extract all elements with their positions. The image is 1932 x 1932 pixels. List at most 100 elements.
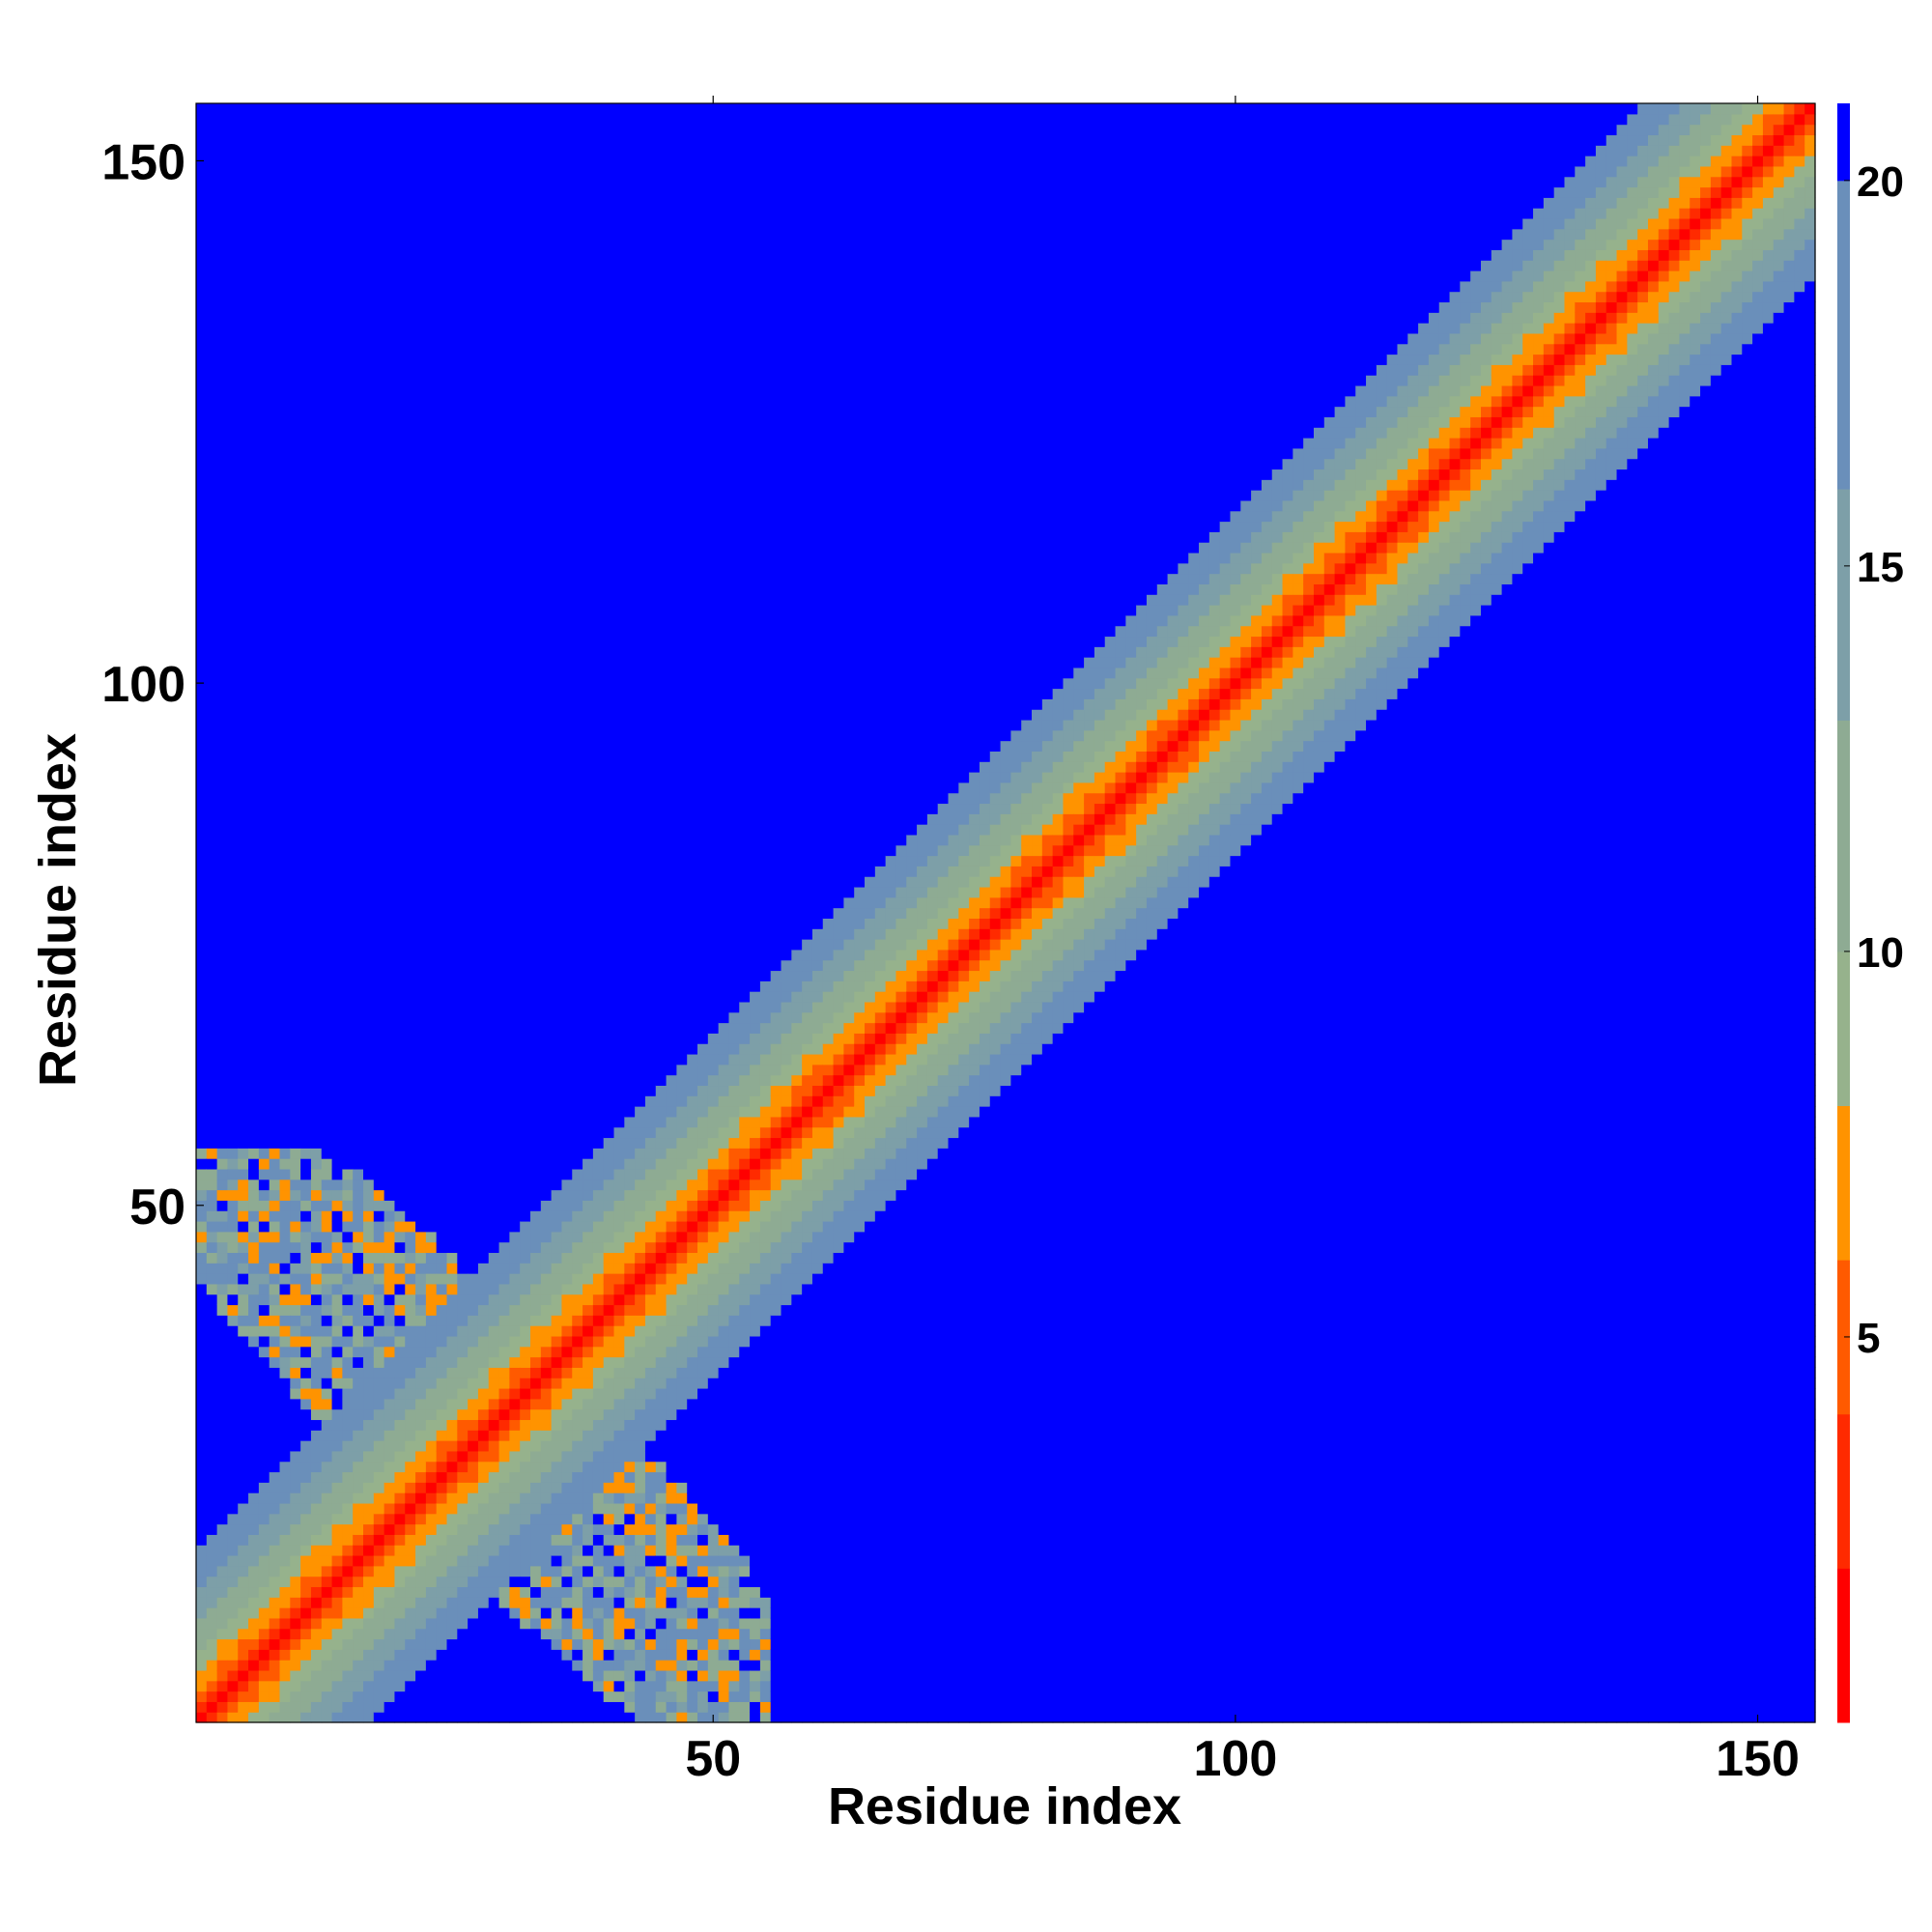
heatmap-cell: [227, 1399, 238, 1409]
heatmap-cell: [374, 1649, 384, 1660]
heatmap-cell: [394, 1618, 405, 1629]
heatmap-cell: [238, 270, 248, 281]
heatmap-cell: [300, 1347, 311, 1357]
heatmap-cell: [280, 1252, 291, 1263]
heatmap-cell: [478, 103, 489, 114]
heatmap-cell: [363, 1367, 374, 1378]
heatmap-cell: [259, 1221, 270, 1232]
heatmap-cell: [509, 824, 520, 835]
heatmap-cell: [300, 1681, 311, 1691]
heatmap-cell: [238, 500, 248, 511]
heatmap-cell: [363, 1670, 374, 1681]
heatmap-cell: [363, 281, 374, 292]
heatmap-cell: [468, 375, 478, 385]
heatmap-cell: [207, 960, 217, 971]
heatmap-cell: [353, 125, 363, 135]
heatmap-cell: [227, 1597, 238, 1607]
heatmap-cell: [384, 553, 395, 563]
heatmap-cell: [207, 1577, 217, 1587]
heatmap-cell: [270, 1106, 280, 1117]
heatmap-cell: [207, 333, 217, 344]
heatmap-cell: [300, 678, 311, 689]
heatmap-cell: [457, 605, 468, 615]
heatmap-cell: [384, 1482, 395, 1492]
heatmap-cell: [394, 1232, 405, 1242]
heatmap-cell: [238, 1075, 248, 1086]
heatmap-cell: [426, 1670, 437, 1681]
heatmap-cell: [426, 563, 437, 574]
heatmap-cell: [384, 1304, 395, 1315]
heatmap-cell: [499, 1252, 510, 1263]
heatmap-cell: [405, 813, 415, 824]
heatmap-cell: [374, 1263, 384, 1273]
heatmap-cell: [280, 1357, 291, 1368]
heatmap-cell: [509, 1336, 520, 1347]
heatmap-cell: [353, 1347, 363, 1357]
heatmap-cell: [207, 646, 217, 657]
heatmap-cell: [437, 1409, 447, 1420]
heatmap-cell: [447, 156, 458, 166]
heatmap-cell: [520, 605, 530, 615]
heatmap-cell: [468, 1169, 478, 1179]
heatmap-cell: [405, 1252, 415, 1263]
heatmap-cell: [447, 1085, 458, 1095]
heatmap-cell: [394, 1629, 405, 1639]
heatmap-cell: [447, 1639, 458, 1650]
heatmap-cell: [384, 177, 395, 187]
heatmap-cell: [447, 1701, 458, 1712]
heatmap-cell: [238, 1148, 248, 1158]
heatmap-cell: [520, 177, 530, 187]
heatmap-cell: [207, 438, 217, 448]
heatmap-cell: [363, 438, 374, 448]
heatmap-cell: [227, 908, 238, 919]
heatmap-cell: [322, 323, 332, 333]
heatmap-cell: [353, 908, 363, 919]
heatmap-cell: [415, 887, 426, 897]
heatmap-cell: [217, 908, 228, 919]
heatmap-cell: [415, 741, 426, 752]
heatmap-cell: [489, 813, 499, 824]
heatmap-cell: [248, 1357, 259, 1368]
heatmap-cell: [238, 490, 248, 500]
heatmap-cell: [405, 845, 415, 856]
heatmap-cell: [353, 1555, 363, 1566]
heatmap-cell: [478, 1347, 489, 1357]
heatmap-cell: [311, 364, 322, 375]
heatmap-cell: [290, 1127, 300, 1138]
heatmap-cell: [530, 1607, 541, 1618]
heatmap-cell: [300, 1095, 311, 1106]
heatmap-cell: [280, 1388, 291, 1399]
heatmap-cell: [217, 1534, 228, 1545]
heatmap-cell: [270, 1252, 280, 1263]
heatmap-cell: [499, 1503, 510, 1514]
heatmap-cell: [227, 1440, 238, 1451]
heatmap-cell: [207, 1409, 217, 1420]
heatmap-cell: [238, 511, 248, 522]
heatmap-cell: [478, 1075, 489, 1086]
heatmap-cell: [322, 1325, 332, 1336]
heatmap-cell: [374, 928, 384, 939]
heatmap-cell: [415, 605, 426, 615]
heatmap-cell: [270, 730, 280, 741]
heatmap-cell: [478, 1503, 489, 1514]
heatmap-cell: [227, 145, 238, 156]
heatmap-cell: [447, 1012, 458, 1023]
heatmap-cell: [332, 500, 343, 511]
heatmap-cell: [489, 114, 499, 125]
heatmap-cell: [353, 1336, 363, 1347]
heatmap-cell: [437, 240, 447, 250]
heatmap-cell: [489, 782, 499, 793]
heatmap-cell: [332, 1242, 343, 1253]
heatmap-cell: [217, 824, 228, 835]
heatmap-cell: [259, 103, 270, 114]
heatmap-cell: [384, 1148, 395, 1158]
heatmap-cell: [374, 416, 384, 427]
heatmap-cell: [478, 240, 489, 250]
heatmap-cell: [270, 260, 280, 270]
heatmap-cell: [447, 741, 458, 752]
heatmap-cell: [457, 1336, 468, 1347]
heatmap-cell: [394, 709, 405, 720]
heatmap-cell: [509, 594, 520, 605]
heatmap-cell: [384, 636, 395, 646]
heatmap-cell: [447, 103, 458, 114]
